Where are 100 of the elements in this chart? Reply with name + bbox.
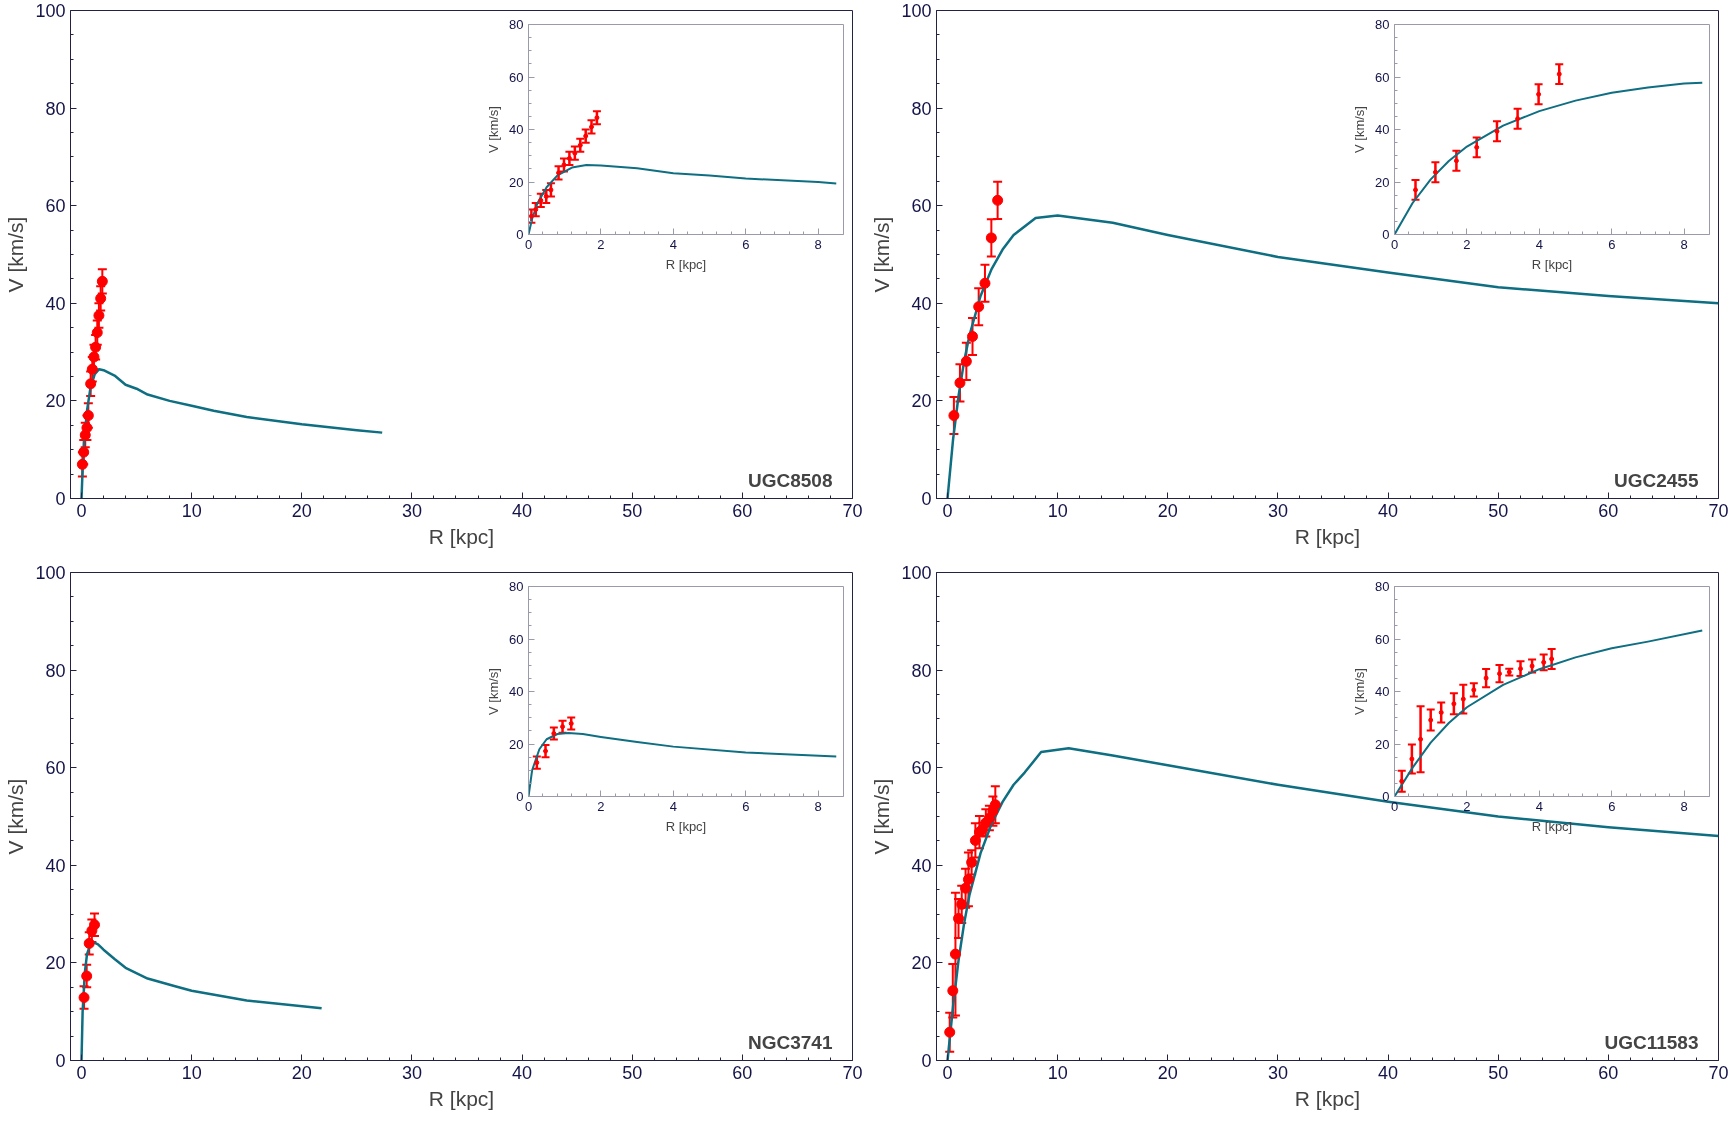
x-tick-label: 4 <box>669 236 677 252</box>
point <box>551 731 557 736</box>
y-tick-label: 40 <box>45 855 66 876</box>
point <box>543 748 549 754</box>
point <box>962 873 974 885</box>
x-tick-label: 8 <box>1680 236 1688 252</box>
y-tick-label: 100 <box>35 1 66 21</box>
x-tick-label: 0 <box>76 500 87 521</box>
x-tick-label: 2 <box>1463 798 1471 814</box>
y-tick-label: 20 <box>911 953 932 974</box>
y-axis-title: V [km/s] <box>486 668 502 715</box>
y-axis-title: V [km/s] <box>486 106 502 153</box>
point <box>1541 659 1547 665</box>
point <box>979 277 991 289</box>
x-axis-title: R [kpc] <box>665 256 707 272</box>
x-tick-label: 70 <box>1708 500 1729 521</box>
y-axis-title: V [km/s] <box>870 778 894 855</box>
point <box>948 410 960 422</box>
point <box>1409 756 1415 762</box>
point <box>1460 696 1466 702</box>
x-axis-title: R [kpc] <box>428 524 495 548</box>
point <box>538 197 544 203</box>
x-tick-label: 8 <box>814 798 822 814</box>
x-tick-label: 4 <box>669 798 677 814</box>
x-tick-label: 10 <box>1047 500 1068 521</box>
y-tick-label: 60 <box>1375 631 1390 647</box>
x-tick-label: 60 <box>732 500 753 521</box>
point <box>954 377 966 389</box>
x-tick-label: 2 <box>597 236 605 252</box>
y-tick-label: 20 <box>509 736 524 752</box>
x-tick-label: 6 <box>1608 236 1616 252</box>
x-tick-label: 50 <box>622 1062 643 1083</box>
x-tick-label: 70 <box>842 500 863 521</box>
y-tick-label: 20 <box>1375 174 1390 190</box>
annotation: UGC2455 <box>1614 469 1699 491</box>
x-tick-label: 20 <box>1157 500 1178 521</box>
y-tick-label: 20 <box>509 174 524 190</box>
x-tick-label: 2 <box>597 798 605 814</box>
x-tick-label: 30 <box>401 1062 422 1083</box>
x-axis-title: R [kpc] <box>1531 818 1573 834</box>
x-axis-title: R [kpc] <box>1294 524 1361 548</box>
point <box>91 327 103 339</box>
y-axis-title: V [km/s] <box>1352 106 1368 153</box>
x-tick-label: 6 <box>1608 798 1616 814</box>
point <box>1471 687 1477 693</box>
line-series <box>946 214 1719 499</box>
point <box>572 150 578 156</box>
point <box>1529 663 1535 669</box>
point <box>1549 656 1555 662</box>
point <box>1399 778 1405 784</box>
point <box>534 760 540 766</box>
point <box>583 133 589 139</box>
y-tick-label: 100 <box>901 1 932 21</box>
y-tick-label: 20 <box>45 391 66 412</box>
y-tick-label: 20 <box>911 391 932 412</box>
point <box>1432 169 1438 175</box>
point <box>956 898 968 910</box>
y-tick-label: 40 <box>911 855 932 876</box>
y-tick-label: 100 <box>901 563 932 583</box>
point <box>93 310 105 321</box>
annotation: UGC11583 <box>1604 1031 1699 1053</box>
point <box>556 170 562 176</box>
x-tick-label: 6 <box>742 798 750 814</box>
y-tick-label: 60 <box>509 69 524 85</box>
y-tick-label: 80 <box>1375 579 1390 594</box>
y-tick-label: 60 <box>509 631 524 647</box>
x-tick-label: 50 <box>1488 500 1509 521</box>
point <box>944 1026 956 1038</box>
x-tick-label: 20 <box>1157 1062 1178 1083</box>
x-tick-label: 4 <box>1535 236 1543 252</box>
point <box>953 913 965 924</box>
x-tick-label: 10 <box>181 1062 202 1083</box>
x-tick-label: 6 <box>742 236 750 252</box>
point <box>1474 144 1480 150</box>
point <box>82 410 94 422</box>
point <box>76 458 88 470</box>
x-tick-label: 2 <box>1463 236 1471 252</box>
y-axis-title: V [km/s] <box>1352 668 1368 715</box>
point <box>1453 158 1459 164</box>
point <box>1428 717 1434 723</box>
y-tick-label: 80 <box>45 660 66 681</box>
point <box>947 985 959 997</box>
x-tick-label: 8 <box>1680 798 1688 814</box>
y-tick-label: 40 <box>911 293 932 314</box>
point <box>973 301 985 313</box>
point <box>548 187 554 193</box>
point <box>1497 671 1502 677</box>
x-tick-label: 50 <box>622 500 643 521</box>
x-axis-title: R [kpc] <box>428 1086 495 1110</box>
x-tick-label: 60 <box>1598 500 1619 521</box>
x-tick-label: 10 <box>181 500 202 521</box>
y-tick-label: 40 <box>45 293 66 314</box>
y-tick-label: 60 <box>45 196 66 217</box>
point <box>560 724 566 730</box>
x-tick-label: 0 <box>942 500 953 521</box>
point <box>949 948 961 960</box>
y-tick-label: 60 <box>1375 69 1390 85</box>
point <box>568 721 574 727</box>
y-tick-label: 80 <box>911 98 932 119</box>
point <box>960 355 972 367</box>
